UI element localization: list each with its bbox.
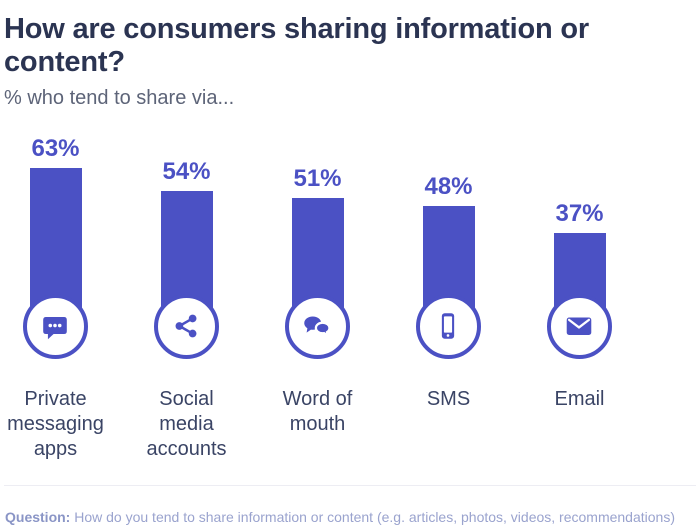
bar-column: 63% bbox=[0, 130, 121, 360]
category-label-text: Social media accounts bbox=[146, 387, 227, 460]
category-label-text: Private messaging apps bbox=[7, 387, 104, 460]
bar-icon-circle bbox=[415, 293, 481, 359]
bar-icon-circle bbox=[284, 293, 350, 359]
bar-icon-circle bbox=[153, 293, 219, 359]
category-label: Social media accounts bbox=[121, 387, 252, 462]
bar-value-label: 54% bbox=[162, 157, 211, 185]
bar-value-label: 63% bbox=[31, 135, 80, 163]
page-title: How are consumers sharing information or… bbox=[4, 13, 589, 79]
bar-value-label: 51% bbox=[293, 165, 342, 193]
category-label-text: SMS bbox=[426, 387, 471, 410]
category-label-text: Word of mouth bbox=[282, 387, 353, 435]
footnote-text: How do you tend to share information or … bbox=[74, 508, 675, 525]
category-labels: Private messaging apps Social media accou… bbox=[0, 387, 696, 462]
message-bubble-dots-icon bbox=[38, 309, 72, 343]
footnote: Question: How do you tend to share infor… bbox=[4, 484, 696, 525]
smartphone-icon bbox=[431, 309, 465, 343]
envelope-icon bbox=[562, 309, 596, 343]
bar-column: 37% bbox=[514, 130, 645, 360]
bar-icon-circle bbox=[22, 293, 88, 359]
footnote-label: Question: bbox=[5, 508, 71, 525]
bar-value-label: 37% bbox=[555, 200, 604, 228]
bar-column: 51% bbox=[252, 130, 383, 360]
category-label-text: Email bbox=[554, 387, 605, 410]
bar-value-label: 48% bbox=[424, 172, 473, 200]
category-label: SMS bbox=[383, 387, 514, 462]
chat-bubbles-icon bbox=[300, 309, 334, 343]
category-label: Word of mouth bbox=[252, 387, 383, 462]
category-label: Email bbox=[514, 387, 645, 462]
bar-chart: 63% 54% 51% 48% 37% bbox=[0, 130, 696, 360]
bar-column: 54% bbox=[121, 130, 252, 360]
bar-column: 48% bbox=[383, 130, 514, 360]
page-subtitle: % who tend to share via... bbox=[4, 86, 235, 109]
share-nodes-icon bbox=[169, 309, 203, 343]
category-label: Private messaging apps bbox=[0, 387, 121, 462]
bar-icon-circle bbox=[546, 293, 612, 359]
